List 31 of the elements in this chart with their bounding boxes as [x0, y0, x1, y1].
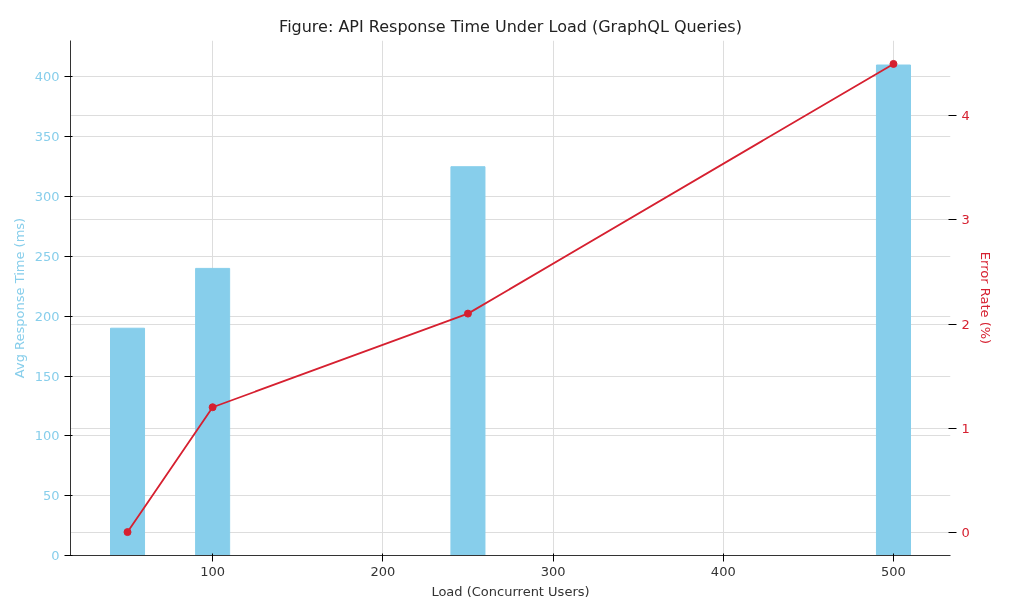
y-tick-label: 100	[34, 428, 60, 444]
y-tick-label: 200	[34, 308, 60, 324]
bar	[110, 327, 146, 556]
point	[123, 528, 132, 537]
bar	[195, 267, 231, 556]
y-tick-label: 150	[34, 368, 60, 384]
y-tick-label: 0	[51, 548, 60, 563]
y-tick-label: 350	[34, 129, 60, 145]
y2-tick-label: 0	[961, 524, 970, 540]
point	[208, 403, 217, 412]
y-tick-label: 250	[34, 248, 60, 264]
x-tick-label: 300	[540, 563, 566, 579]
y2-tick-label: 3	[961, 212, 970, 228]
y2-tick-label: 4	[961, 108, 970, 124]
y-tick-label: 400	[34, 69, 60, 85]
bar	[875, 64, 911, 556]
y-axis-title: Avg Response Time (ms)	[11, 217, 27, 379]
x-tick-label: 200	[370, 563, 396, 579]
point	[463, 309, 472, 318]
x-axis-title: Load (Concurrent Users)	[431, 583, 590, 599]
x-tick-label: 400	[710, 563, 736, 579]
y2-axis-title: Error Rate (%)	[977, 251, 993, 345]
chart-title: Figure: API Response Time Under Load (GraphQL Queries)	[279, 16, 742, 36]
bar	[450, 166, 486, 556]
x-tick-label: 500	[881, 563, 906, 579]
x-tick-label: 100	[200, 563, 226, 579]
y2-tick-label: 2	[961, 316, 970, 332]
point	[889, 59, 898, 68]
y2-tick-label: 1	[961, 420, 970, 436]
y-tick-label: 50	[42, 488, 60, 504]
y-tick-label: 300	[34, 189, 60, 205]
